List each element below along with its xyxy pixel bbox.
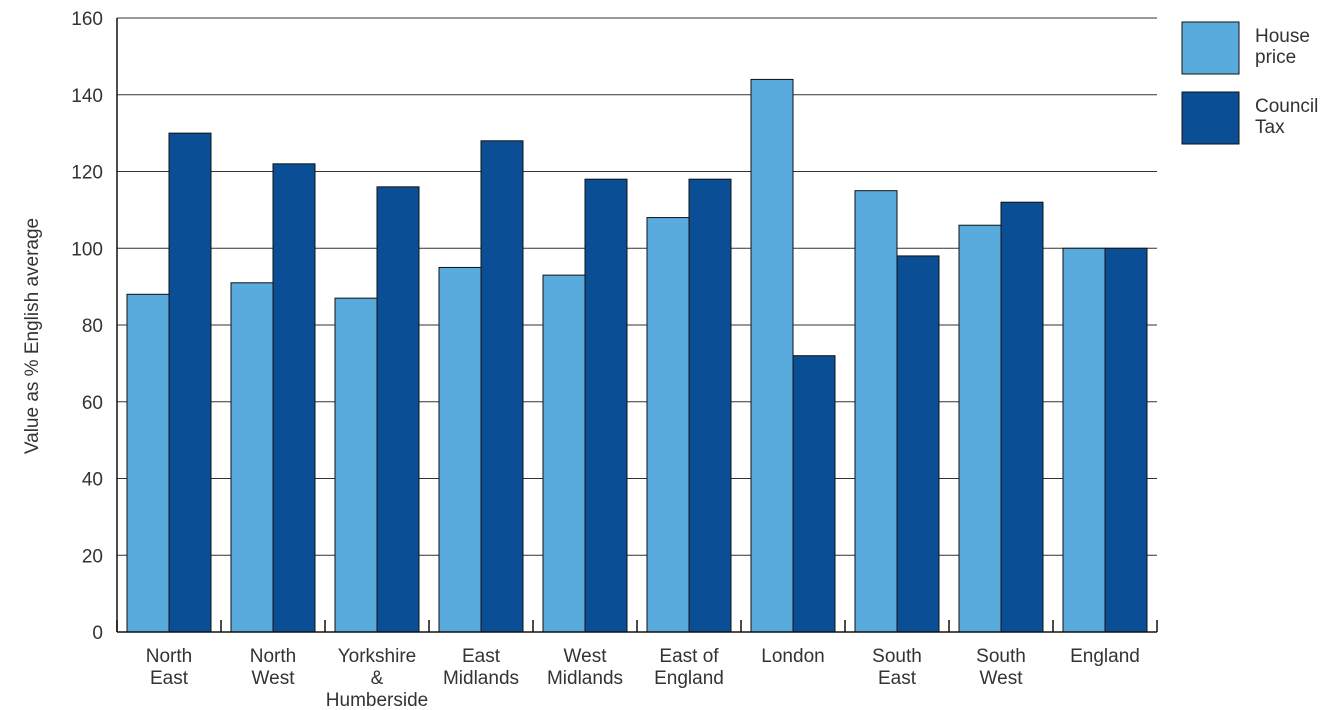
bar-house-price [126,293,170,633]
bar-house-price [958,224,1002,633]
legend-swatch [1181,91,1240,145]
y-tick-label: 160 [71,9,103,30]
bar-council-tax [480,140,524,633]
x-category-label: Yorkshire & Humberside [326,646,428,710]
x-category-label: North East [146,646,192,689]
bar-house-price [542,274,586,633]
y-tick-labels: 0 20 40 60 80 100 120 140 160 [71,9,103,644]
legend-swatch [1181,21,1240,75]
x-category-label: North West [250,646,296,689]
axes [116,18,1158,633]
bar-house-price [438,266,482,633]
legend-label: House price [1255,26,1310,68]
y-tick-label: 0 [92,623,103,644]
bar-council-tax [688,178,732,633]
bar-council-tax [1000,201,1044,633]
bar-council-tax [376,186,420,633]
y-axis-label: Value as % English average [22,218,43,454]
y-tick-label: 140 [71,86,103,107]
y-tick-label: 40 [82,470,103,491]
legend: House price Council Tax [1181,21,1318,145]
bar-council-tax [168,132,212,633]
x-category-label: South West [976,646,1026,689]
bar-council-tax [896,255,940,633]
bar-council-tax [1104,247,1148,633]
x-category-labels: North East North West Yorkshire & Humberside Ea… [146,646,1140,710]
y-tick-label: 120 [71,163,103,184]
x-category-label: South East [872,646,922,689]
y-tick-label: 20 [82,546,103,567]
bar-council-tax [792,355,836,633]
bar-house-price [750,78,794,633]
bar-house-price [646,217,690,633]
y-tick-label: 80 [82,316,103,337]
x-category-label: West Midlands [547,646,623,689]
bar-house-price [1062,247,1106,633]
bar-council-tax [272,163,316,633]
x-category-label: East Midlands [443,646,519,689]
x-category-label: England [1070,646,1140,667]
x-category-label: East of England [654,646,724,689]
y-tick-label: 100 [71,239,103,260]
y-tick-label: 60 [82,393,103,414]
bar-house-price [854,190,898,633]
bar-house-price [230,282,274,633]
legend-label: Council Tax [1255,96,1318,138]
bars [126,78,1148,633]
x-category-label: London [761,646,824,667]
bar-house-price [334,297,378,633]
bar-council-tax [584,178,628,633]
